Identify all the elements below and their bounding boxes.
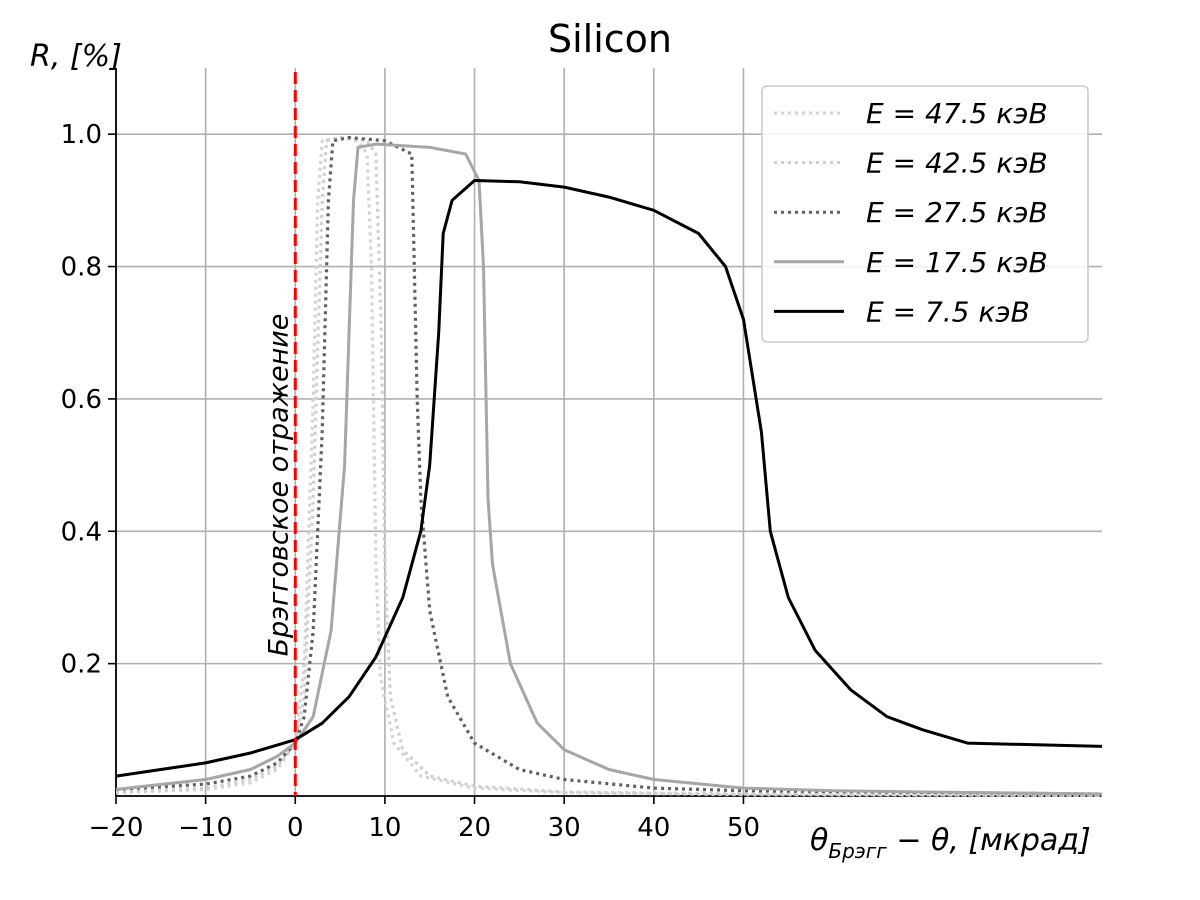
y-tick-label-3: 0.8 [61,253,102,283]
legend-box [761,85,1089,343]
x-tick-label-6: 40 [637,813,670,843]
x-axis-label-main: θ [810,823,828,858]
y-tick-label-4: 1.0 [61,120,102,150]
series-line-1 [115,135,1103,797]
y-tick-label-1: 0.4 [61,517,102,547]
annotation-layer: Брэгговское отражение [263,72,297,796]
legend-label-2: E = 27.5 кэВ [866,196,1048,229]
x-tick-label-7: 50 [727,813,760,843]
series-layer [115,135,1103,797]
x-axis-label: θБрэгг − θ, [мкрад] [810,823,1091,863]
x-axis-label-rest: − θ, [мкрад] [887,823,1091,858]
y-tick-label-0: 0.2 [61,650,102,680]
legend-label-0: E = 47.5 кэВ [866,97,1048,130]
x-axis-label-sub: Брэгг [828,839,887,863]
chart-title: Silicon [548,17,672,61]
legend: E = 47.5 кэВ E = 42.5 кэВ E = 27.5 кэВ E = … [761,85,1089,343]
x-tick-label-3: 10 [368,813,401,843]
tick-labels: −20 −10 0 10 20 30 40 50 0.2 0.4 0.6 0.8 1.0 [61,120,760,843]
x-tick-label-5: 30 [548,813,581,843]
legend-label-3: E = 17.5 кэВ [866,246,1048,279]
bragg-annotation: Брэгговское отражение [263,314,294,657]
y-axis-label: R, [%] [30,39,122,74]
series-line-0 [115,135,1103,797]
x-tick-label-4: 20 [458,813,491,843]
legend-label-4: E = 7.5 кэВ [866,295,1030,328]
x-tick-label-1: −10 [178,813,233,843]
y-tick-label-2: 0.6 [61,385,102,415]
series-line-4 [115,179,1103,778]
x-tick-label-0: −20 [89,813,144,843]
legend-label-1: E = 42.5 кэВ [866,147,1048,180]
series-line-2 [115,135,1103,796]
x-tick-label-2: 0 [287,813,304,843]
